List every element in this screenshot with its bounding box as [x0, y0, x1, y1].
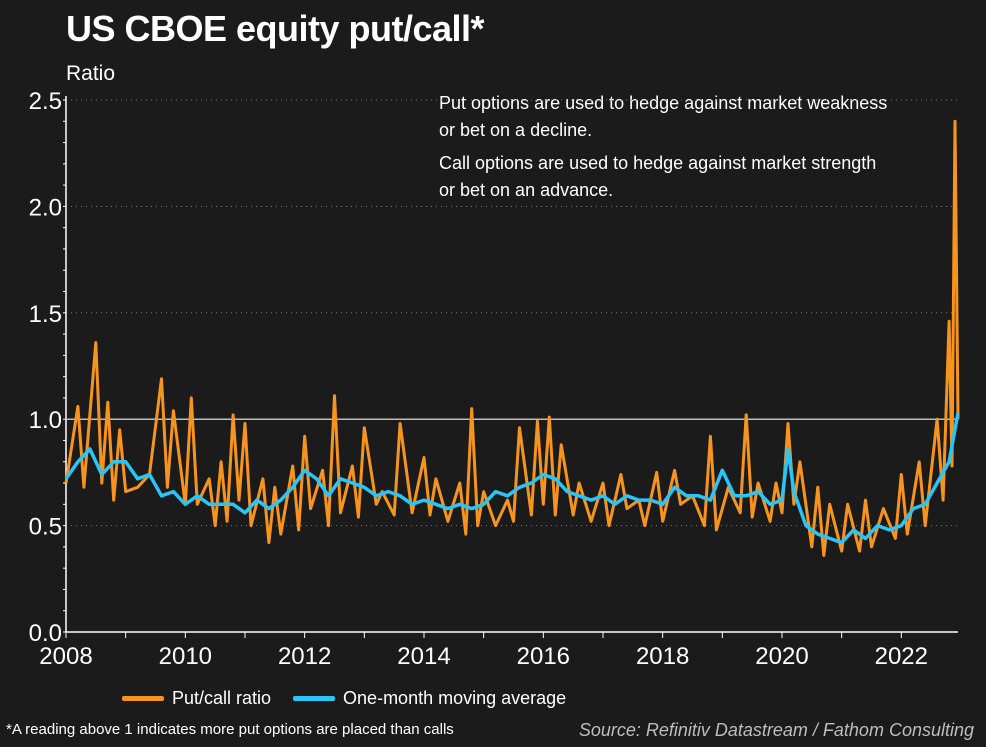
- y-tick-label: 1.0: [29, 407, 62, 434]
- x-tick-label: 2010: [159, 643, 212, 670]
- legend-label-moving-average: One-month moving average: [343, 688, 567, 708]
- series-put-call-ratio-line: [64, 119, 960, 557]
- series-moving-average-line: [64, 412, 960, 545]
- annotation-line: Call options are used to hedge against m…: [439, 153, 877, 173]
- legend-item-moving-average: One-month moving average: [293, 688, 566, 709]
- x-tick-label: 2014: [397, 643, 450, 670]
- x-tick-label: 2018: [636, 643, 689, 670]
- chart-title: US CBOE equity put/call*: [66, 8, 485, 49]
- y-tick-label: 1.5: [29, 301, 62, 328]
- annotation-call-options: Call options are used to hedge against m…: [439, 150, 959, 204]
- x-tick-label: 2022: [875, 643, 928, 670]
- y-tick-label: 2.5: [29, 88, 62, 115]
- annotation-line: Put options are used to hedge against ma…: [439, 93, 888, 113]
- x-tick-label: 2012: [278, 643, 331, 670]
- annotation-line: or bet on an advance.: [439, 180, 614, 200]
- x-tick-label: 2008: [39, 643, 92, 670]
- x-tick-label: 2020: [755, 643, 808, 670]
- annotation-line: or bet on a decline.: [439, 120, 593, 140]
- annotation-put-options: Put options are used to hedge against ma…: [439, 90, 959, 144]
- legend-label-put-call: Put/call ratio: [172, 688, 272, 708]
- legend-swatch-put-call: [122, 696, 164, 701]
- y-axis-unit-label: Ratio: [66, 62, 116, 85]
- source-credit: Source: Refinitiv Datastream / Fathom Co…: [578, 720, 974, 740]
- y-tick-label: 2.0: [29, 194, 62, 221]
- x-tick-label: 2016: [517, 643, 570, 670]
- legend-item-put-call: Put/call ratio: [122, 688, 271, 709]
- y-tick-label: 0.5: [29, 514, 62, 541]
- y-tick-label: 0.0: [29, 620, 62, 647]
- footnote: *A reading above 1 indicates more put op…: [6, 721, 454, 738]
- legend-swatch-moving-average: [293, 696, 336, 701]
- legend: Put/call ratio One-month moving average: [122, 688, 588, 709]
